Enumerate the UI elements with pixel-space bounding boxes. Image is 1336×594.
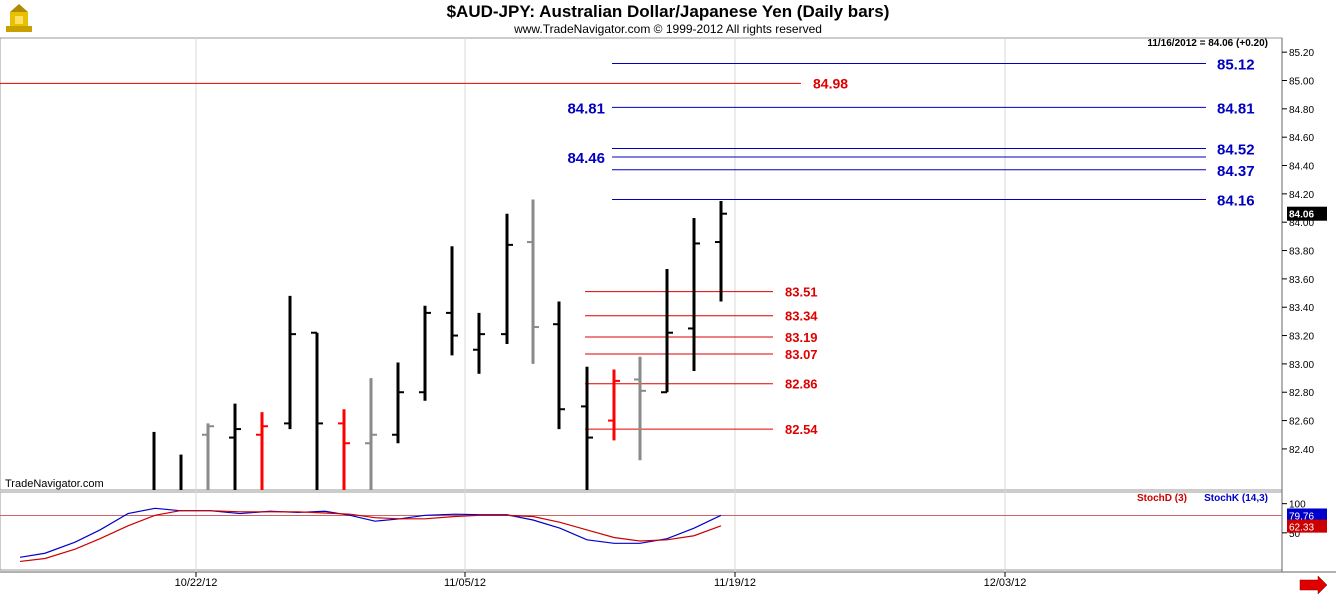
blue-level-label-1: 84.81	[1217, 100, 1255, 117]
ohlc-bar-3	[229, 403, 241, 490]
last-price-label: 84.06	[1289, 210, 1314, 221]
price-tick-label-8: 84.00	[1289, 218, 1314, 229]
ohlc-bar-5	[284, 295, 296, 430]
ohlc-bar-13	[501, 213, 513, 345]
trade-navigator-logo-icon	[6, 4, 32, 32]
price-axis: 82.40 82.60 82.80 83.00 83.20 83.40 83.60 83.80…	[1282, 48, 1327, 456]
price-tick-label-14: 85.20	[1289, 48, 1314, 59]
price-tick-label-12: 84.80	[1289, 105, 1314, 116]
stochk-value-label: 79.76	[1289, 511, 1314, 522]
date-tick-label-2: 11/19/12	[714, 577, 756, 589]
ohlc-bar-6	[311, 331, 323, 490]
date-axis: 10/22/12 11/05/12 11/19/12 12/03/12	[175, 572, 1027, 589]
stochk-legend: StochK (14,3)	[1204, 493, 1268, 504]
date-tick-label-0: 10/22/12	[175, 577, 218, 589]
red-level-label-0: 84.98	[813, 75, 848, 91]
ohlc-bar-20	[688, 217, 700, 371]
stochd-value-box	[1287, 519, 1327, 533]
price-tick-label-4: 83.20	[1289, 332, 1314, 343]
stochk-value-box	[1287, 508, 1327, 522]
ohlc-bar-14	[527, 199, 539, 364]
price-tick-label-5: 83.40	[1289, 303, 1314, 314]
chart-header: $AUD-JPY: Australian Dollar/Japanese Yen…	[0, 0, 1336, 40]
blue-level-label-2: 84.52	[1217, 142, 1255, 159]
ohlc-bars	[152, 199, 727, 490]
price-tick-label-2: 82.80	[1289, 388, 1314, 399]
price-tick-label-13: 85.00	[1289, 77, 1314, 88]
last-price-box	[1287, 206, 1327, 221]
date-tick-label-1: 11/05/12	[444, 577, 486, 589]
red-level-label-5: 82.86	[785, 377, 818, 392]
price-tick-label-7: 83.80	[1289, 247, 1314, 258]
blue-level-left-label-1: 84.81	[567, 100, 605, 117]
ohlc-bar-7	[338, 409, 350, 490]
ohlc-bar-18	[634, 356, 646, 461]
price-tick-label-10: 84.40	[1289, 162, 1314, 173]
ohlc-bar-12	[473, 312, 485, 374]
blue-level-label-4: 84.37	[1217, 163, 1255, 180]
ohlc-bar-4	[256, 412, 268, 490]
red-level-label-4: 83.07	[785, 347, 818, 362]
stoch-panel-border	[0, 491, 1283, 571]
price-tick-label-1: 82.60	[1289, 417, 1314, 428]
last-price-info: 11/16/2012 = 84.06 (+0.20)	[1147, 38, 1268, 49]
stochk-line	[19, 507, 722, 558]
ohlc-bar-10	[419, 305, 431, 401]
red-level-label-2: 83.34	[785, 309, 818, 324]
chart-title: $AUD-JPY: Australian Dollar/Japanese Yen…	[446, 2, 890, 21]
ohlc-bar-9	[392, 362, 404, 444]
blue-level-left-label-3: 84.46	[567, 150, 605, 167]
price-tick-label-11: 84.60	[1289, 133, 1314, 144]
ohlc-bar-2	[202, 423, 214, 490]
ohlc-bar-21	[715, 200, 727, 302]
stochd-legend: StochD (3)	[1137, 493, 1187, 504]
ohlc-bar-19	[661, 268, 673, 394]
scroll-right-arrow-icon[interactable]	[1299, 575, 1328, 594]
chart-subtitle: www.TradeNavigator.com © 1999-2012 All r…	[514, 22, 822, 36]
red-level-label-6: 82.54	[785, 422, 818, 437]
stochd-value-label: 62.33	[1289, 523, 1314, 534]
grid-lines	[195, 38, 1006, 572]
stochd-line	[19, 510, 722, 563]
ohlc-bar-11	[446, 246, 458, 356]
price-levels: 85.12 84.81 84.81 84.52 84.46 84.37 84.16 84.98…	[0, 57, 1255, 437]
red-level-label-3: 83.19	[785, 330, 818, 345]
ohlc-bar-17	[608, 369, 620, 441]
stoch-tick-label-1: 50	[1289, 529, 1301, 540]
price-tick-label-9: 84.20	[1289, 190, 1314, 201]
price-tick-label-3: 83.00	[1289, 360, 1314, 371]
watermark-text: TradeNavigator.com	[5, 478, 104, 490]
date-tick-label-3: 12/03/12	[984, 577, 1027, 589]
ohlc-bar-8	[365, 378, 377, 490]
price-tick-label-0: 82.40	[1289, 445, 1314, 456]
blue-level-label-0: 85.12	[1217, 57, 1255, 74]
ohlc-bar-16	[581, 366, 593, 490]
price-tick-label-6: 83.60	[1289, 275, 1314, 286]
red-level-label-1: 83.51	[785, 285, 818, 300]
stoch-tick-label-0: 100	[1289, 500, 1306, 511]
ohlc-bar-15	[553, 301, 565, 430]
blue-level-label-5: 84.16	[1217, 193, 1255, 210]
